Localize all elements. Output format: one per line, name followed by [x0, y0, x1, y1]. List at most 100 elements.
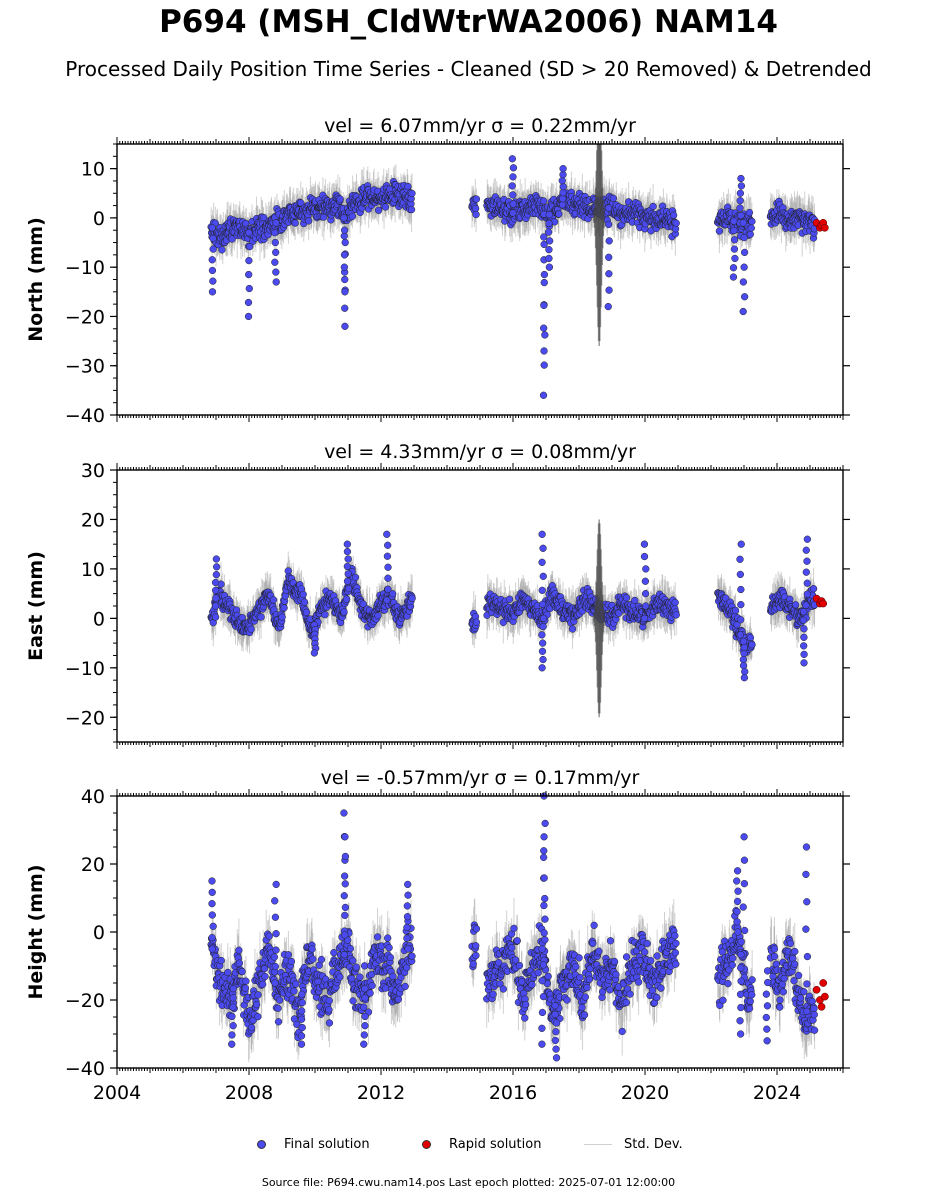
- outlier-point: [729, 264, 738, 272]
- final-point: [305, 217, 313, 225]
- outlier-point: [209, 277, 217, 285]
- final-point: [291, 219, 299, 227]
- outlier-point: [729, 273, 738, 281]
- outlier-point: [739, 278, 748, 286]
- outlier-point: [559, 183, 567, 191]
- outlier-point: [605, 270, 613, 278]
- outlier-point: [340, 214, 348, 222]
- final-point: [336, 195, 344, 203]
- outlier-point: [545, 219, 553, 228]
- outlier-point: [246, 243, 254, 251]
- outlier-point: [244, 312, 253, 321]
- final-point: [669, 211, 678, 219]
- outlier-point: [245, 284, 253, 293]
- final-point: [269, 596, 278, 604]
- outlier-point: [509, 173, 517, 181]
- outlier-point: [740, 233, 748, 242]
- outlier-point: [730, 217, 738, 225]
- outlier-point: [739, 307, 747, 316]
- final-point: [281, 592, 289, 600]
- outlier-point: [341, 238, 349, 247]
- panel-2-ylabel: East (mm): [25, 551, 47, 661]
- final-point: [407, 205, 416, 214]
- final-point: [748, 217, 756, 226]
- outlier-point: [730, 236, 739, 244]
- outlier-point: [740, 263, 748, 271]
- final-point: [568, 625, 577, 633]
- outlier-point: [604, 204, 613, 212]
- outlier-point: [508, 155, 517, 163]
- final-point: [381, 203, 390, 211]
- outlier-point: [340, 226, 349, 234]
- final-point: [539, 197, 548, 205]
- final-point: [374, 612, 382, 620]
- panel-1-title: vel = 6.07mm/yr σ = 0.22mm/yr: [324, 115, 636, 137]
- final-point: [505, 595, 514, 603]
- outlier-point: [605, 286, 613, 294]
- outlier-point: [341, 275, 349, 284]
- y-tick-label: −30: [65, 356, 105, 378]
- final-point: [715, 227, 724, 235]
- final-point: [300, 598, 309, 606]
- final-point: [746, 230, 754, 239]
- outlier-point: [545, 210, 553, 219]
- final-point: [218, 246, 226, 254]
- chart-subtitle: Processed Daily Position Time Series - C…: [65, 57, 872, 81]
- final-point: [257, 613, 265, 621]
- final-point: [247, 625, 255, 633]
- outlier-point: [605, 237, 613, 245]
- final-point: [374, 206, 383, 214]
- outlier-point: [559, 195, 567, 203]
- final-point: [340, 608, 348, 616]
- outlier-point: [540, 278, 548, 287]
- outlier-point: [208, 224, 216, 232]
- final-point: [280, 604, 288, 612]
- outlier-point: [730, 226, 738, 235]
- outlier-point: [545, 246, 553, 254]
- outlier-point: [737, 182, 746, 190]
- outlier-point: [272, 219, 280, 227]
- outlier-point: [736, 189, 745, 197]
- final-point: [672, 219, 680, 227]
- y-tick-label: −10: [65, 257, 105, 279]
- final-point: [649, 202, 657, 211]
- outlier-point: [605, 253, 613, 261]
- outlier-point: [737, 211, 745, 220]
- final-point: [342, 595, 351, 603]
- outlier-point: [271, 258, 279, 266]
- chart-main-title: P694 (MSH_CldWtrWA2006) NAM14: [159, 4, 778, 40]
- final-point: [609, 194, 618, 202]
- outlier-point: [544, 228, 553, 236]
- outlier-point: [244, 298, 253, 307]
- outlier-point: [559, 164, 567, 173]
- outlier-point: [209, 245, 217, 253]
- final-point: [351, 573, 360, 582]
- outlier-point: [604, 302, 612, 311]
- outlier-point: [546, 237, 554, 245]
- outlier-point: [509, 209, 517, 217]
- outlier-point: [731, 254, 739, 263]
- outlier-point: [540, 347, 548, 355]
- outlier-point: [271, 229, 279, 237]
- final-point: [278, 613, 286, 621]
- panel-2-title: vel = 4.33mm/yr σ = 0.08mm/yr: [324, 441, 636, 463]
- panel-1: vel = 6.07mm/yr σ = 0.22mm/yr North (mm) 1…: [25, 115, 850, 427]
- final-point: [348, 212, 357, 220]
- timeseries-plot: vel = 6.07mm/yr σ = 0.22mm/yr North (mm) 1…: [25, 115, 850, 1104]
- outlier-point: [209, 234, 217, 243]
- final-point: [299, 590, 307, 599]
- outlier-point: [340, 251, 349, 259]
- final-point: [404, 182, 412, 191]
- outlier-point: [272, 248, 280, 257]
- rapid-point: [821, 223, 829, 232]
- outlier-point: [540, 301, 548, 310]
- outlier-point: [245, 229, 253, 237]
- outlier-point: [341, 304, 349, 312]
- final-point: [408, 189, 416, 198]
- outlier-point: [739, 219, 747, 227]
- final-point: [321, 611, 329, 619]
- outlier-point: [341, 322, 349, 330]
- y-tick-label: 0: [93, 208, 105, 230]
- outlier-point: [272, 278, 280, 286]
- y-tick-label: −40: [65, 405, 105, 427]
